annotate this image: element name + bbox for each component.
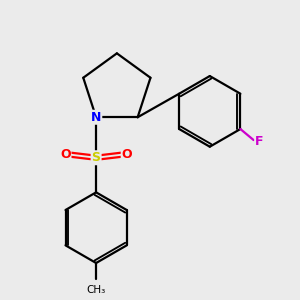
Text: CH₃: CH₃ [86,285,106,295]
Text: F: F [255,135,264,148]
Text: O: O [60,148,70,160]
Text: O: O [122,148,132,160]
Text: N: N [91,111,101,124]
Text: S: S [92,151,100,164]
